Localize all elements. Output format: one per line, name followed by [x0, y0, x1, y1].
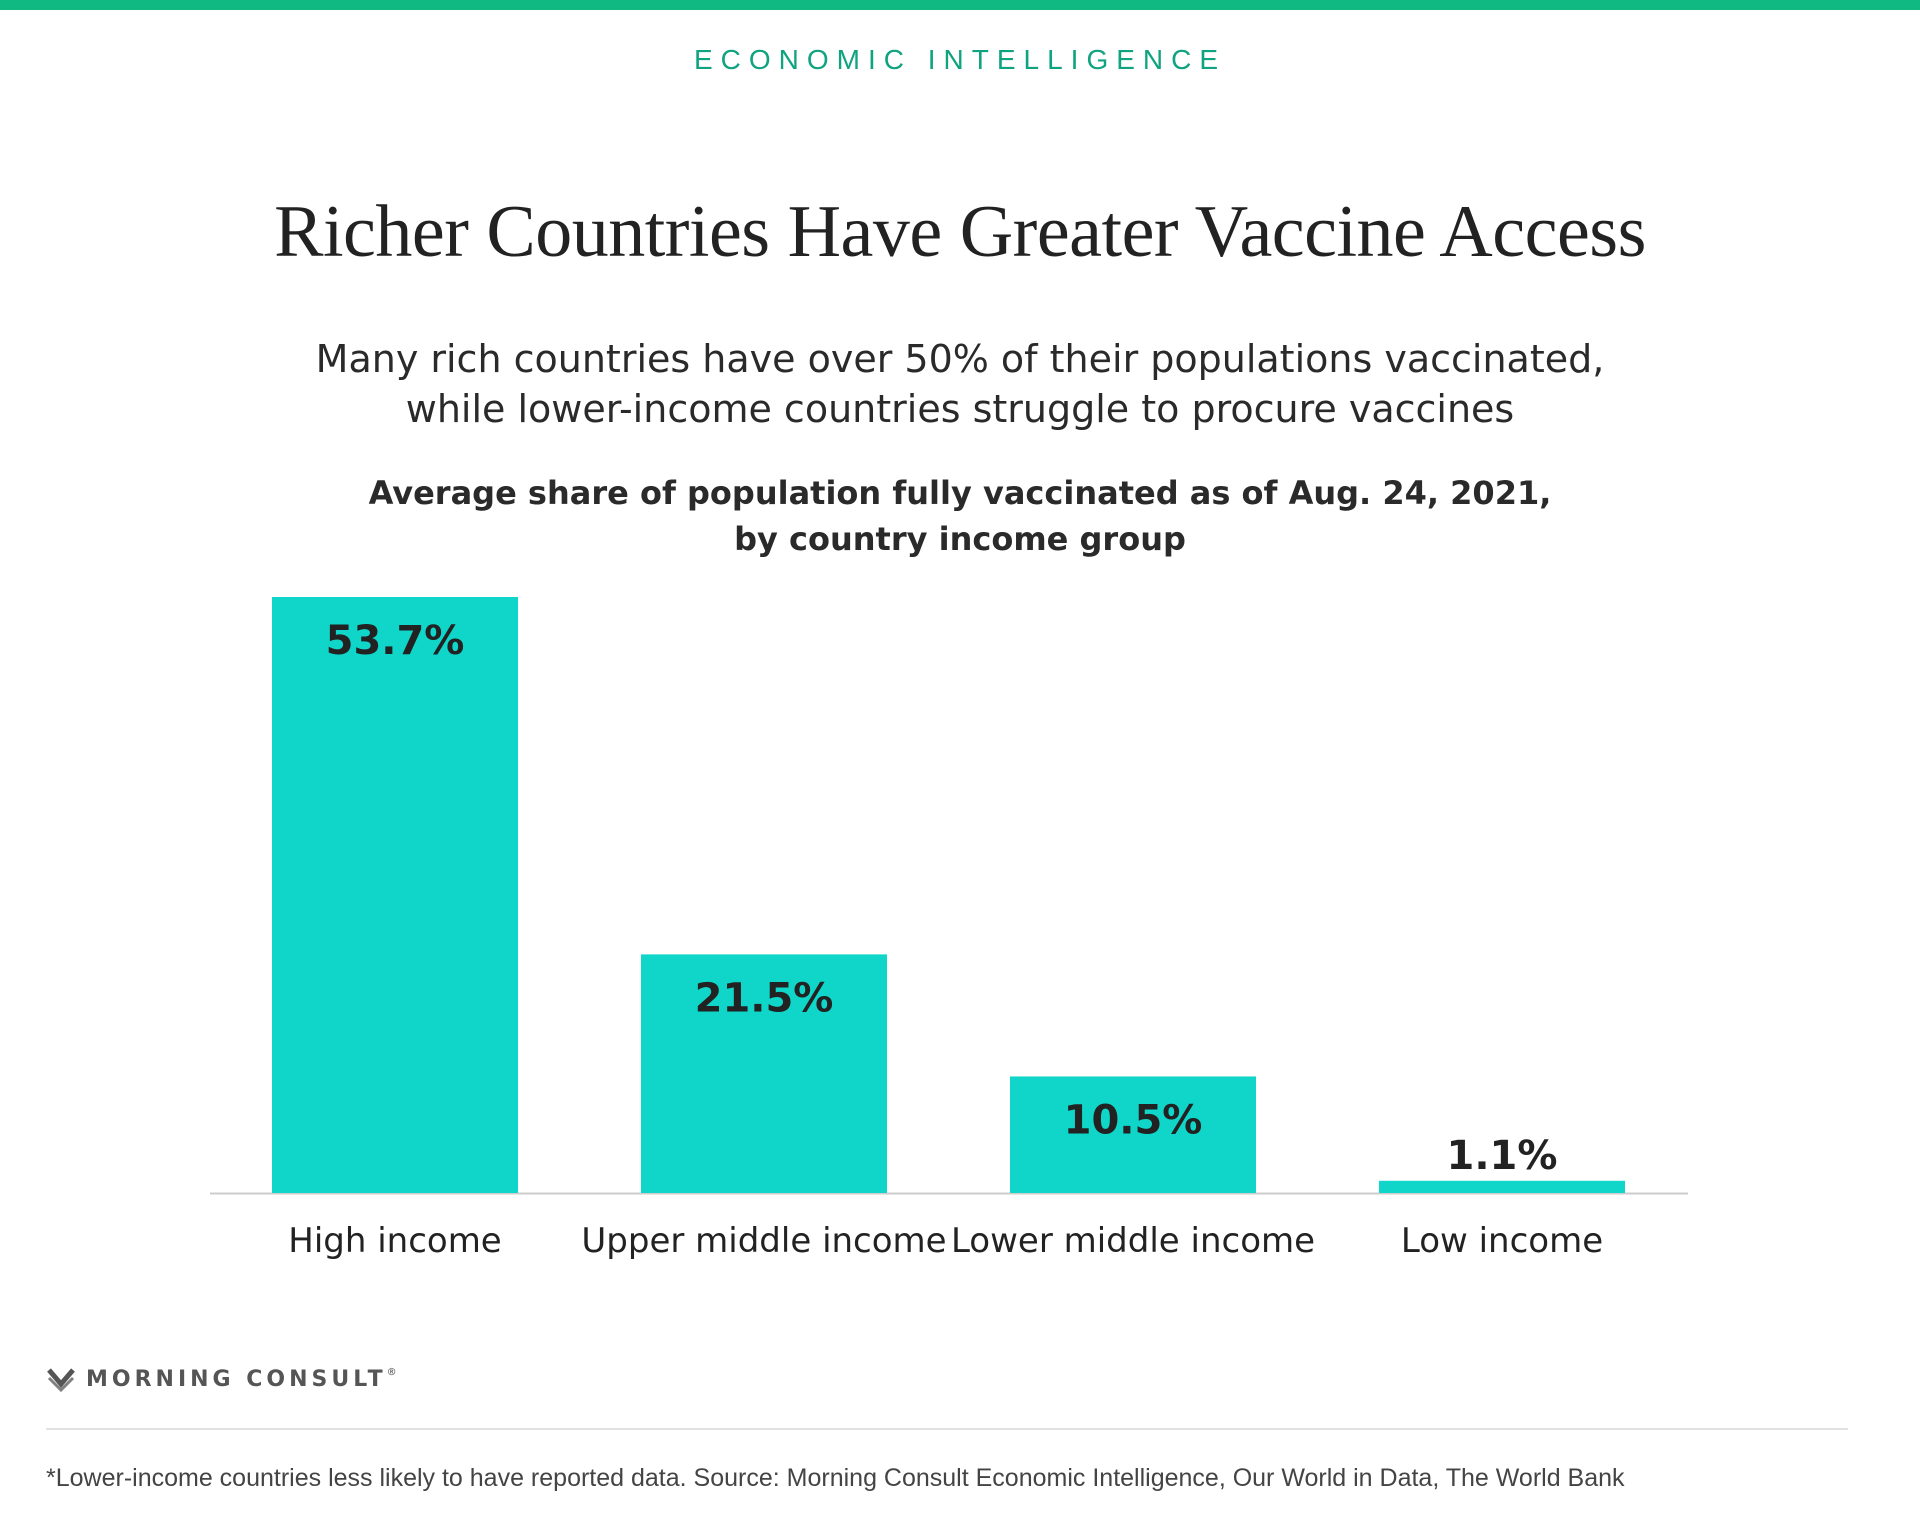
subtitle-line-2: while lower-income countries struggle to… [405, 387, 1515, 431]
category-label-3: Lower middle income [951, 1221, 1315, 1261]
bar-1 [272, 597, 518, 1193]
morning-consult-m-icon [47, 1368, 75, 1392]
chart-subtitle: Many rich countries have over 50% of the… [0, 334, 1920, 434]
category-label-2: Upper middle income [581, 1221, 946, 1261]
bar-value-label-3: 10.5% [1064, 1097, 1203, 1143]
bar-chart: 53.7% High income 21.5% Upper middle income… [210, 597, 1688, 1261]
category-label-1: High income [288, 1221, 501, 1261]
logo-registered-mark: ® [386, 1366, 397, 1378]
top-accent-bar [0, 0, 1920, 10]
chart-description-line-2: by country income group [734, 520, 1186, 558]
logo: MORNING CONSULT® [46, 1362, 397, 1396]
logo-text: MORNING CONSULT® [86, 1366, 397, 1392]
category-label-4: Low income [1401, 1221, 1603, 1261]
chart-title: Richer Countries Have Greater Vaccine Ac… [274, 191, 1646, 273]
bar-value-label-1: 53.7% [326, 618, 465, 664]
section-kicker: ECONOMIC INTELLIGENCE [693, 44, 1227, 75]
chart-description: Average share of population fully vaccin… [0, 470, 1920, 562]
bar-value-label-4: 1.1% [1447, 1133, 1558, 1179]
bar-4 [1379, 1180, 1625, 1193]
chart-description-line-1: Average share of population fully vaccin… [368, 474, 1552, 512]
bar-2 [641, 954, 887, 1193]
source-footnote: *Lower-income countries less likely to h… [46, 1464, 1625, 1492]
bar-3 [1010, 1076, 1256, 1193]
bar-value-label-2: 21.5% [695, 975, 834, 1021]
footer-divider [46, 1428, 1848, 1430]
subtitle-line-1: Many rich countries have over 50% of the… [315, 337, 1605, 381]
